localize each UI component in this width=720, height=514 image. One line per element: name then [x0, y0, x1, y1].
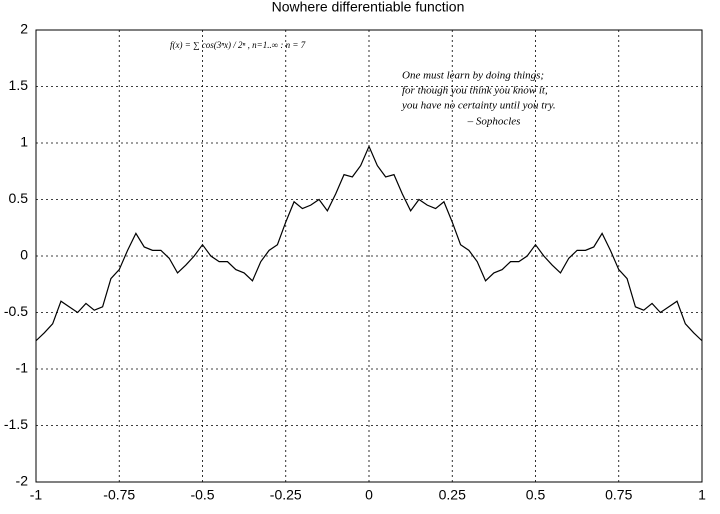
- y-tick-label: -1.5: [4, 416, 28, 432]
- x-tick-label: -0.75: [103, 487, 135, 503]
- x-tick-label: 0.25: [439, 487, 466, 503]
- x-tick-label: 0.5: [526, 487, 546, 503]
- x-tick-label: 1: [698, 487, 706, 503]
- quote-line: One must learn by doing things;: [402, 70, 544, 82]
- y-tick-label: 1.5: [9, 77, 29, 93]
- y-tick-label: 1: [20, 134, 28, 150]
- x-tick-label: 0: [365, 487, 373, 503]
- x-tick-label: -0.25: [270, 487, 302, 503]
- y-tick-label: 2: [20, 21, 28, 37]
- quote-line: for though you think you know it,: [402, 85, 548, 97]
- y-tick-label: -2: [16, 473, 29, 489]
- x-tick-label: 0.75: [605, 487, 632, 503]
- formula: f(x) = ∑ cos(3ⁿx) / 2ⁿ , n=1..∞ : n = 7: [170, 40, 306, 50]
- chart-title: Nowhere differentiable function: [272, 0, 465, 15]
- y-tick-label: -0.5: [4, 303, 28, 319]
- y-tick-label: -1: [16, 360, 29, 376]
- y-tick-label: 0: [20, 247, 28, 263]
- x-tick-label: -0.5: [190, 487, 214, 503]
- attribution: – Sophocles: [467, 116, 521, 128]
- data-line: [35, 144, 703, 342]
- x-tick-label: -1: [30, 487, 43, 503]
- quote-line: you have no certainty until you try.: [401, 100, 556, 112]
- plot-frame: [35, 29, 703, 483]
- y-tick-label: 0.5: [9, 190, 29, 206]
